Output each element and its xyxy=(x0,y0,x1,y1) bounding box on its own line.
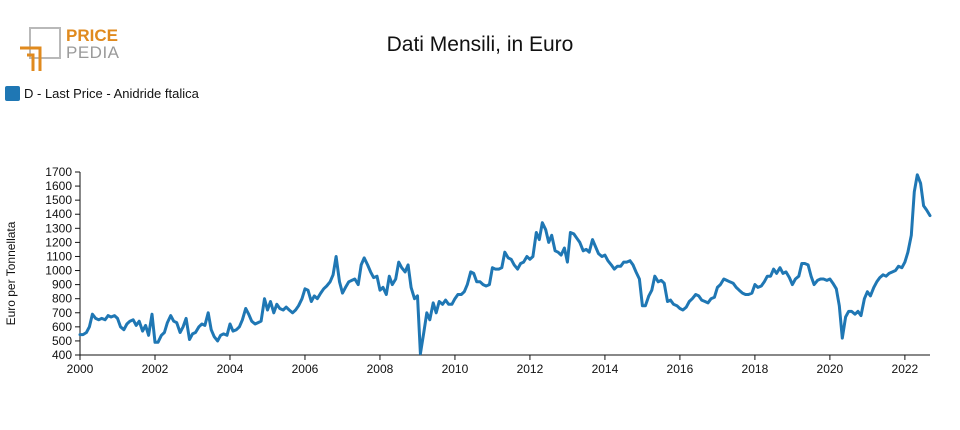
chart-title: Dati Mensili, in Euro xyxy=(386,33,574,56)
x-tick-label: 2006 xyxy=(292,362,319,376)
logo-frame-icon xyxy=(29,27,61,59)
legend-label: D - Last Price - Anidride ftalica xyxy=(24,86,199,101)
y-tick-label: 1400 xyxy=(45,207,72,221)
x-tick-label: 2022 xyxy=(892,362,919,376)
x-tick-label: 2018 xyxy=(742,362,769,376)
legend-swatch xyxy=(5,86,20,101)
logo-bracket-large-icon xyxy=(20,46,42,71)
pricepedia-logo: PRICE PEDIA xyxy=(20,26,120,71)
x-tick-label: 2016 xyxy=(667,362,694,376)
x-tick-label: 2004 xyxy=(217,362,244,376)
y-tick-label: 1500 xyxy=(45,193,72,207)
x-axis: 2000 2002 2004 2006 2008 2010 2012 2014 2016 2018… xyxy=(67,354,930,376)
logo-line2: PEDIA xyxy=(66,43,120,62)
y-tick-label: 700 xyxy=(52,306,72,320)
y-tick-label: 1200 xyxy=(45,235,72,249)
y-tick-label: 400 xyxy=(52,348,72,362)
x-tick-label: 2008 xyxy=(367,362,394,376)
logo-line1: PRICE xyxy=(66,26,118,45)
y-tick-label: 1600 xyxy=(45,179,72,193)
x-tick-label: 2002 xyxy=(142,362,169,376)
x-tick-label: 2000 xyxy=(67,362,94,376)
x-tick-label: 2020 xyxy=(817,362,844,376)
y-axis: 4005006007008009001000110012001300140015… xyxy=(45,165,81,362)
logo-bracket-small-icon xyxy=(27,53,35,71)
x-tick-label: 2014 xyxy=(592,362,619,376)
y-tick-label: 1300 xyxy=(45,221,72,235)
y-tick-label: 800 xyxy=(52,292,72,306)
y-tick-label: 900 xyxy=(52,278,72,292)
y-tick-label: 1100 xyxy=(46,249,72,263)
y-axis-label: Euro per Tonnellata xyxy=(4,221,18,325)
y-tick-label: 1700 xyxy=(45,165,72,179)
x-tick-label: 2010 xyxy=(442,362,469,376)
x-tick-label: 2012 xyxy=(517,362,544,376)
y-tick-label: 500 xyxy=(52,334,72,348)
y-tick-label: 1000 xyxy=(45,264,72,278)
series-line xyxy=(78,173,932,356)
y-tick-label: 600 xyxy=(52,320,72,334)
legend[interactable]: D - Last Price - Anidride ftalica xyxy=(5,86,199,101)
